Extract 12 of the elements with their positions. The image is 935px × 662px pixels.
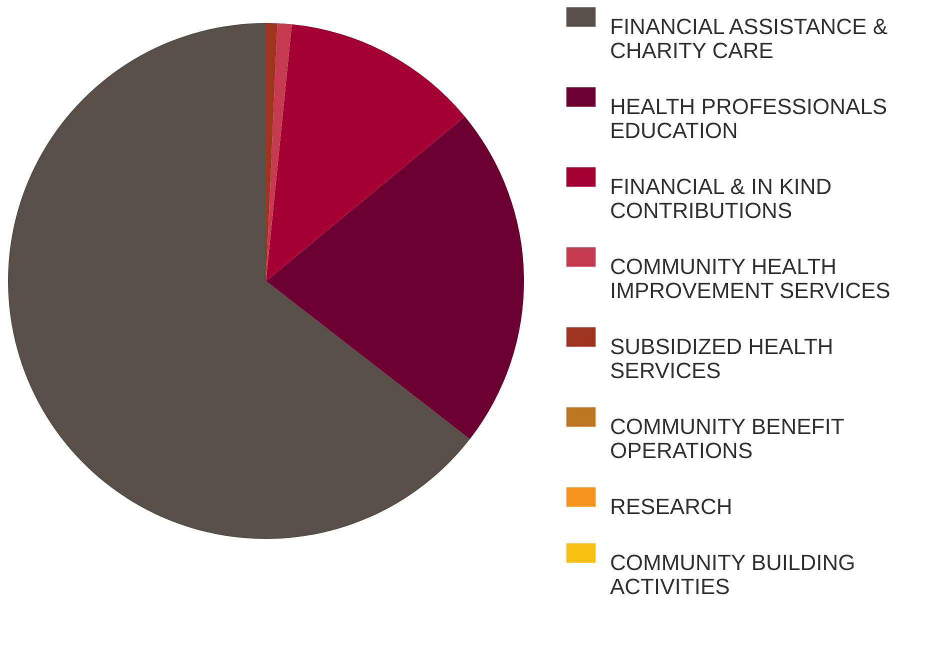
pie-slice	[266, 116, 524, 440]
legend-label: HEALTH PROFESSIONALS EDUCATION	[610, 94, 888, 143]
pie-slice	[266, 23, 292, 281]
legend-label: FINANCIAL ASSISTANCE & CHARITY CARE	[610, 14, 888, 63]
legend-label: SUBSIDIZED HEALTH SERVICES	[610, 334, 834, 383]
legend-label: FINANCIAL & IN KIND CONTRIBUTIONS	[610, 174, 832, 223]
legend-label: COMMUNITY HEALTH IMPROVEMENT SERVICES	[610, 254, 890, 303]
legend-label: COMMUNITY BENEFIT OPERATIONS	[610, 414, 844, 463]
legend-label: RESEARCH	[610, 494, 732, 519]
pie-slice	[266, 24, 465, 281]
pie-slice	[8, 23, 470, 539]
legend-label: COMMUNITY BUILDING ACTIVITIES	[610, 550, 856, 599]
